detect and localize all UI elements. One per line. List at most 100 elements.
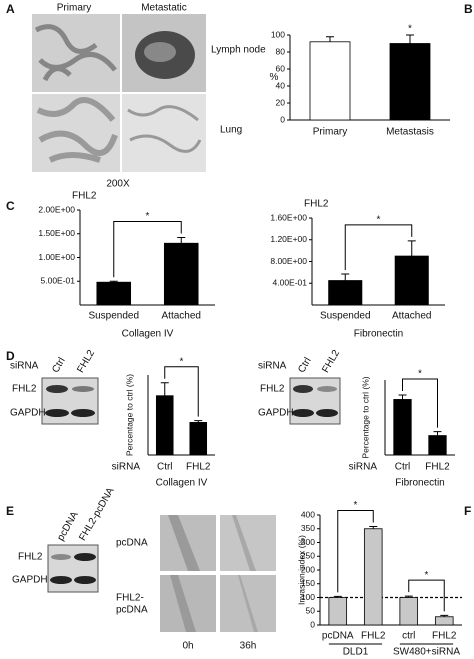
panel-letter: A [6,2,15,16]
blot-band [317,386,337,392]
blot-band [316,409,338,417]
bar [163,242,199,306]
blot-row-label: FHL2 [12,384,37,395]
panel-letter: D [6,349,15,363]
x-tick-label: Suspended [88,311,139,322]
bar [393,399,412,456]
significance-bracket [344,224,413,271]
tissue [144,42,176,62]
x-tick-label: Metastasis [386,127,434,138]
x-tick-label: Attached [392,311,431,322]
x-axis-label: Collagen IV [156,478,208,489]
blot-row-label: GAPDH [10,408,46,419]
wound-row-label: pcDNA [116,538,148,549]
x-prefix-label: siRNA [112,462,141,473]
significance: * [418,369,422,380]
wound-row-label: FHL2- [116,593,144,604]
error-bar [109,280,118,283]
x-axis-label: Fibronectin [354,329,403,340]
group-label: DLD1 [343,647,369,658]
bar [399,597,419,626]
blot-header: siRNA [10,361,39,372]
error-bar [440,614,449,617]
significance-bracket [113,221,182,278]
y-tick-label: 250 [301,551,315,561]
error-bar [404,595,413,598]
significance-bracket [402,378,438,428]
x-tick-label: FHL2 [186,462,211,473]
y-tick-label: 0 [280,114,285,124]
error-bar [326,36,334,42]
significance: * [425,570,429,581]
significance: * [377,214,381,225]
bar [389,43,431,121]
y-tick-label: 50 [306,606,316,616]
x-tick-label: FHL2 [432,631,457,642]
y-tick-label: 150 [301,578,315,588]
bar [363,528,383,626]
histology-images [32,14,206,172]
micrograph [122,94,206,172]
bar [96,281,132,306]
chart-title: FHL2 [304,199,329,210]
significance: * [180,356,184,367]
y-axis-label: Invasion index (%) [296,535,306,605]
x-tick-label: Primary [313,127,347,138]
error-bar [398,394,407,400]
significance: * [408,24,412,35]
error-bar [333,595,342,598]
bar [189,422,208,456]
blot-band [50,576,72,584]
significance-bracket [164,366,199,417]
tissue [127,105,202,153]
y-tick-label: 80 [276,46,286,56]
panel-letter: F [464,504,471,518]
panel-letter: B [464,2,473,16]
group-label: SW480+siRNA [393,647,460,658]
y-tick-label: 60 [276,63,286,73]
x-axis-label: Collagen IV [122,329,174,340]
x-tick-label: Ctrl [157,462,173,473]
wound-gap [168,515,200,632]
y-axis-label: Percentage to ctrl (%) [124,374,134,456]
y-tick-label: 2.00E+00 [38,204,75,214]
blot-band [74,553,96,561]
western-blot [47,544,99,593]
blot-band [293,385,313,393]
blot-band [45,409,69,417]
y-tick-label: 20 [276,97,286,107]
column-label: Metastatic [141,3,187,14]
bar [155,395,174,456]
error-bar [407,240,416,257]
lane-label: FHL2 [75,348,97,375]
time-label: 36h [240,641,257,652]
bar [434,616,454,626]
y-tick-label: 100 [301,592,315,602]
x-tick-label: FHL2 [425,462,450,473]
y-tick-label: 1.50E+00 [38,228,75,238]
y-tick-label: 100 [271,29,285,39]
tissue [34,24,117,82]
panel-letter: E [6,504,14,518]
y-tick-label: 350 [301,523,315,533]
bar [394,255,429,306]
x-tick-label: Suspended [320,311,371,322]
y-axis-label: Percentage to ctrl (%) [360,376,370,458]
blot-band [46,385,68,393]
y-tick-label: 1.20E+00 [270,234,307,244]
y-tick-label: 200 [301,564,315,574]
bar [328,597,348,626]
blot-row-label: FHL2 [18,552,43,563]
y-tick-label: 4.00E-01 [273,278,308,288]
blot-band [71,409,95,417]
tissue [36,97,118,163]
bar [428,435,447,456]
western-blot [41,377,99,425]
x-tick-label: Ctrl [395,462,411,473]
y-tick-label: 40 [276,80,286,90]
bar [309,41,351,121]
x-prefix-label: siRNA [349,462,378,473]
error-bar [177,237,186,244]
blot-row-label: GAPDH [258,408,294,419]
